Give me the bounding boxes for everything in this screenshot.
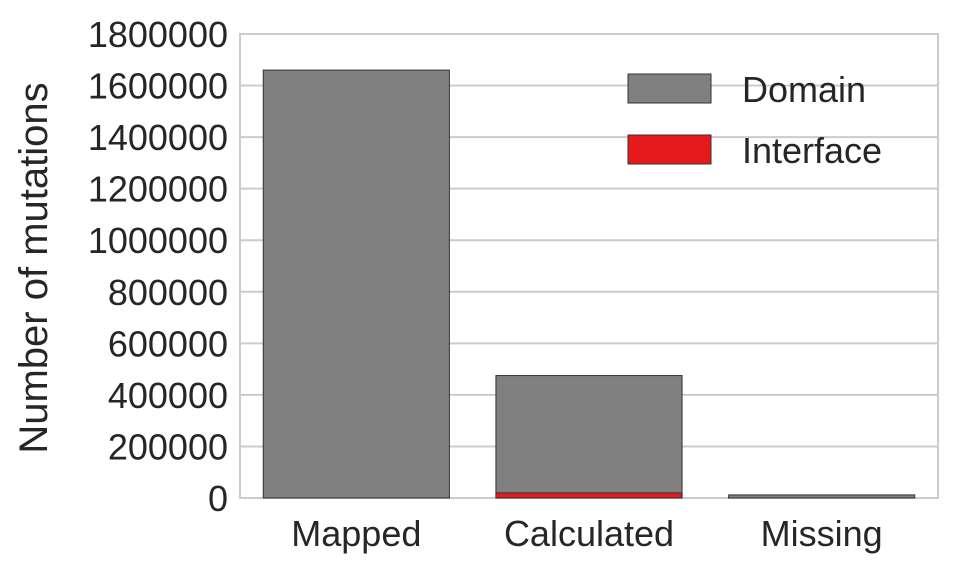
legend-swatch [627, 134, 712, 165]
y-tick-label: 0 [208, 478, 228, 519]
bar-domain-mapped [262, 69, 450, 499]
y-tick-label: 1200000 [88, 169, 228, 210]
x-tick-label: Calculated [504, 513, 674, 554]
y-tick-labels: 0 200000 400000 600000 800000 1000000 1200000 1… [88, 14, 228, 519]
y-tick-label: 1000000 [88, 220, 228, 261]
y-tick-label: 600000 [108, 323, 228, 364]
bar-domain-calculated [495, 375, 683, 499]
legend-label: Domain [742, 69, 866, 110]
bar-domain-missing [728, 494, 916, 499]
x-tick-label: Missing [761, 513, 883, 554]
y-axis-label: Number of mutations [12, 82, 56, 453]
bar-interface-calculated [495, 492, 683, 499]
y-tick-label: 1400000 [88, 117, 228, 158]
legend: Domain Interface [627, 69, 882, 171]
y-tick-label: 1800000 [88, 14, 228, 55]
legend-label: Interface [742, 130, 882, 171]
x-tick-labels: Mapped Calculated Missing [291, 513, 882, 554]
legend-swatch [627, 73, 712, 104]
y-tick-label: 200000 [108, 426, 228, 467]
x-tick-label: Mapped [291, 513, 421, 554]
y-tick-label: 400000 [108, 375, 228, 416]
y-tick-label: 1600000 [88, 66, 228, 107]
bars [262, 69, 916, 499]
y-tick-label: 800000 [108, 272, 228, 313]
